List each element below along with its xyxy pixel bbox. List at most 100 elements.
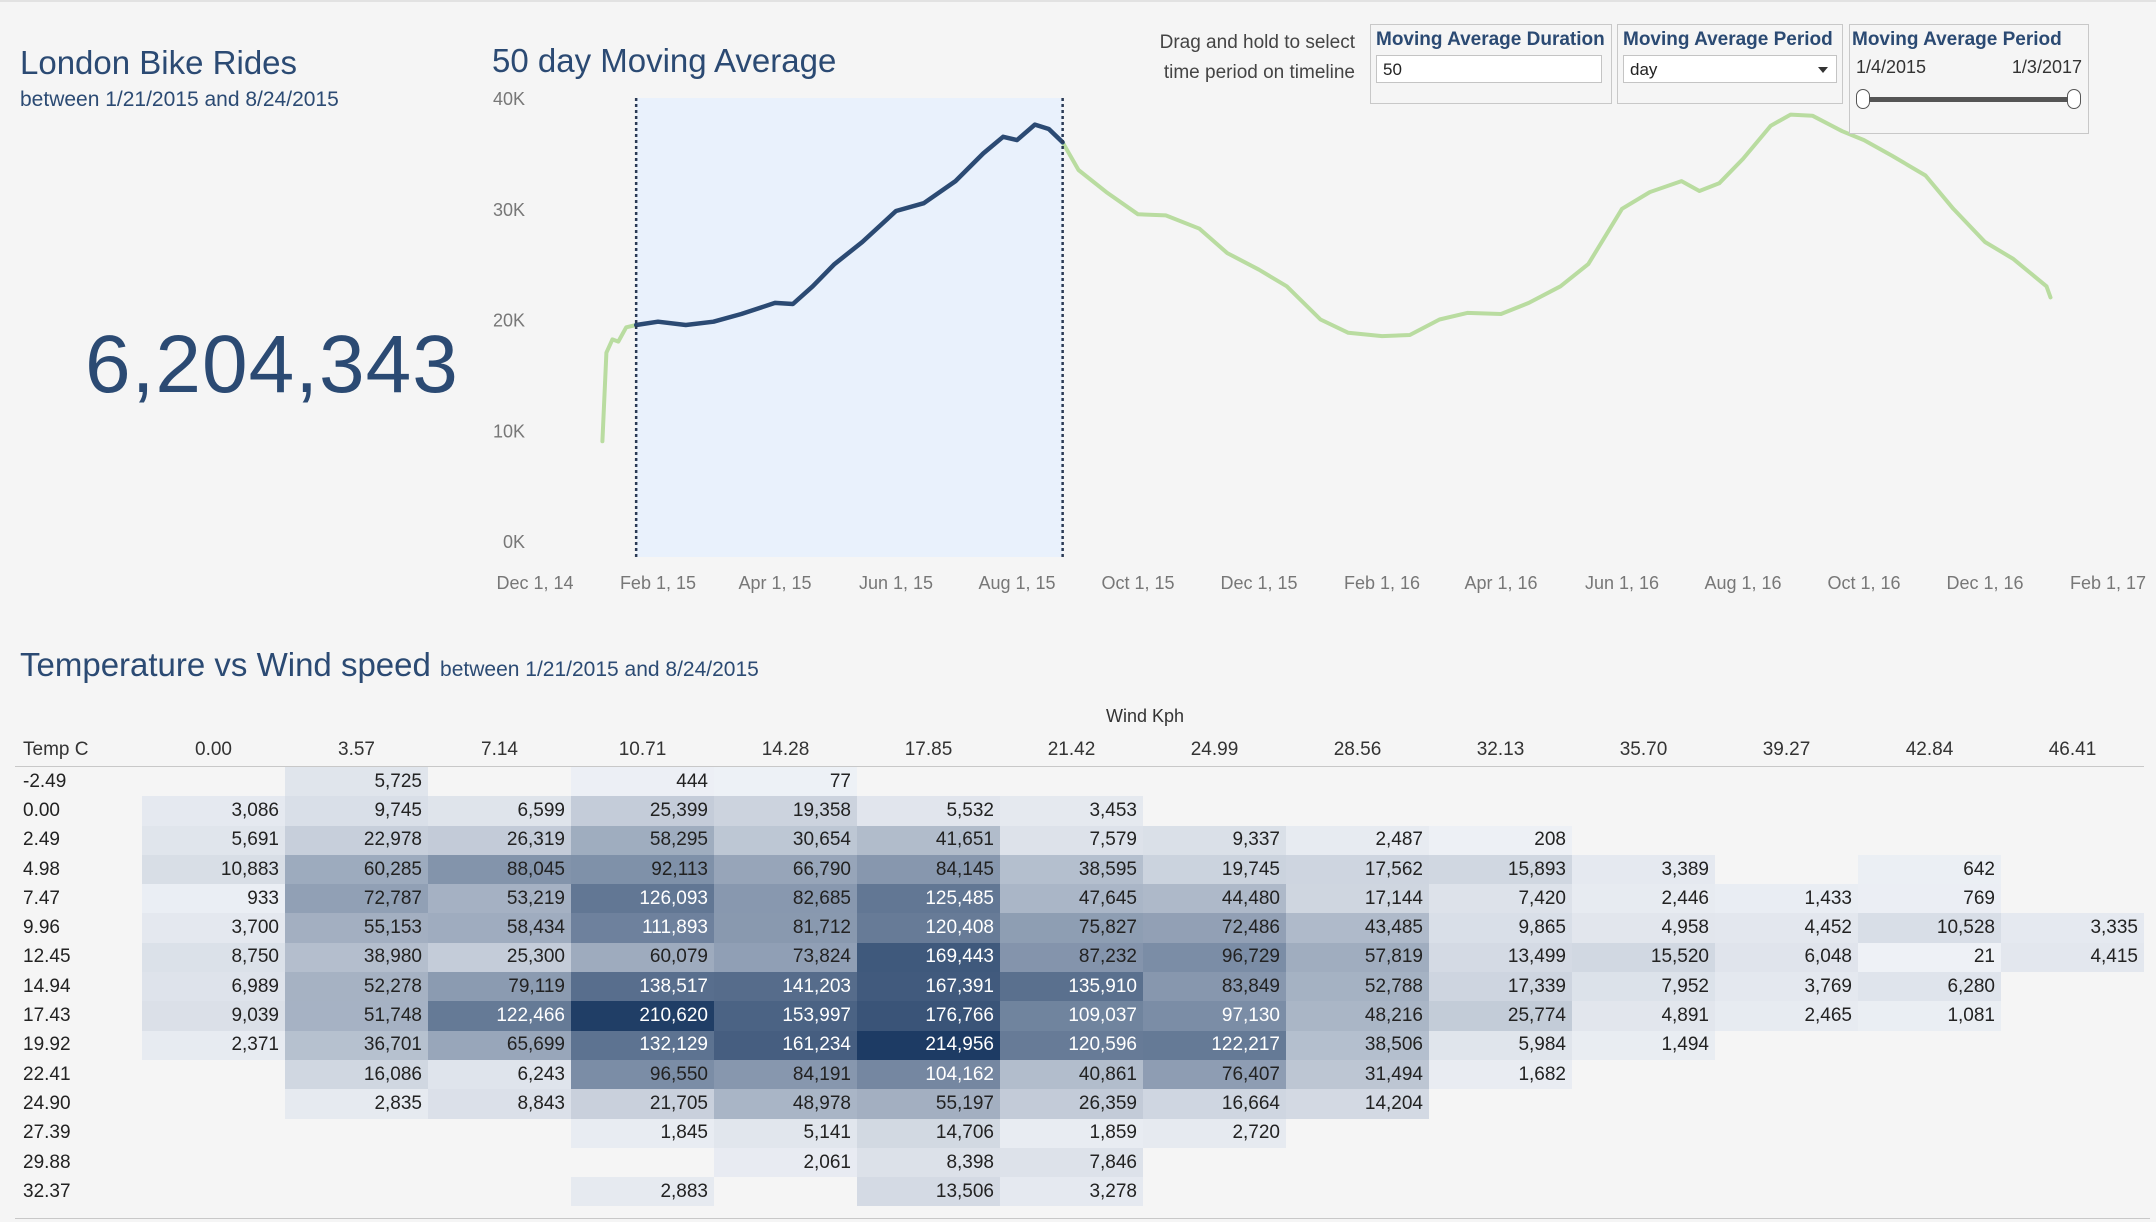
heatmap-cell[interactable]: 31,494 (1286, 1060, 1429, 1089)
heatmap-cell[interactable]: 132,129 (571, 1031, 714, 1060)
heatmap-cell[interactable]: 38,506 (1286, 1031, 1429, 1060)
heatmap-cell[interactable]: 6,599 (428, 796, 571, 825)
heatmap-cell[interactable]: 3,700 (142, 913, 285, 942)
heatmap-cell[interactable]: 122,217 (1143, 1031, 1286, 1060)
heatmap-cell[interactable]: 14,204 (1286, 1089, 1429, 1118)
heatmap-cell[interactable]: 4,415 (2001, 943, 2144, 972)
heatmap-cell[interactable]: 444 (571, 767, 714, 797)
heatmap-cell[interactable]: 6,243 (428, 1060, 571, 1089)
heatmap-cell[interactable]: 6,048 (1715, 943, 1858, 972)
heatmap-cell[interactable]: 43,485 (1286, 913, 1429, 942)
heatmap-cell[interactable]: 60,285 (285, 855, 428, 884)
heatmap-cell[interactable]: 52,278 (285, 972, 428, 1001)
heatmap-cell[interactable]: 36,701 (285, 1031, 428, 1060)
heatmap-cell[interactable]: 4,958 (1572, 913, 1715, 942)
heatmap-cell[interactable]: 6,280 (1858, 972, 2001, 1001)
heatmap-cell[interactable]: 138,517 (571, 972, 714, 1001)
heatmap-cell[interactable]: 642 (1858, 855, 2001, 884)
heatmap-cell[interactable]: 17,562 (1286, 855, 1429, 884)
heatmap-cell[interactable]: 97,130 (1143, 1001, 1286, 1030)
heatmap-cell[interactable]: 25,300 (428, 943, 571, 972)
heatmap-cell[interactable]: 40,861 (1000, 1060, 1143, 1089)
heatmap-cell[interactable]: 51,748 (285, 1001, 428, 1030)
heatmap-cell[interactable]: 84,145 (857, 855, 1000, 884)
heatmap-cell[interactable]: 120,408 (857, 913, 1000, 942)
heatmap-cell[interactable]: 92,113 (571, 855, 714, 884)
period-dropdown[interactable]: day (1623, 55, 1837, 83)
heatmap-cell[interactable]: 66,790 (714, 855, 857, 884)
heatmap-cell[interactable]: 13,506 (857, 1177, 1000, 1206)
heatmap-cell[interactable]: 9,337 (1143, 826, 1286, 855)
heatmap-cell[interactable]: 2,835 (285, 1089, 428, 1118)
heatmap-cell[interactable]: 10,528 (1858, 913, 2001, 942)
heatmap-cell[interactable]: 15,520 (1572, 943, 1715, 972)
heatmap-cell[interactable]: 81,712 (714, 913, 857, 942)
heatmap-cell[interactable]: 72,486 (1143, 913, 1286, 942)
heatmap-cell[interactable]: 153,997 (714, 1001, 857, 1030)
heatmap-cell[interactable]: 87,232 (1000, 943, 1143, 972)
heatmap-cell[interactable]: 22,978 (285, 826, 428, 855)
heatmap-cell[interactable]: 13,499 (1429, 943, 1572, 972)
heatmap-cell[interactable]: 57,819 (1286, 943, 1429, 972)
heatmap-cell[interactable]: 21,705 (571, 1089, 714, 1118)
heatmap-cell[interactable]: 16,664 (1143, 1089, 1286, 1118)
heatmap-cell[interactable]: 76,407 (1143, 1060, 1286, 1089)
heatmap-cell[interactable]: 210,620 (571, 1001, 714, 1030)
heatmap-cell[interactable]: 8,398 (857, 1148, 1000, 1177)
heatmap-cell[interactable]: 83,849 (1143, 972, 1286, 1001)
heatmap-cell[interactable]: 25,774 (1429, 1001, 1572, 1030)
heatmap-cell[interactable]: 2,465 (1715, 1001, 1858, 1030)
heatmap-cell[interactable]: 5,532 (857, 796, 1000, 825)
heatmap-cell[interactable]: 21 (1858, 943, 2001, 972)
heatmap-cell[interactable]: 3,086 (142, 796, 285, 825)
heatmap-cell[interactable]: 3,389 (1572, 855, 1715, 884)
heatmap-cell[interactable]: 72,787 (285, 884, 428, 913)
heatmap-cell[interactable]: 3,278 (1000, 1177, 1143, 1206)
heatmap-cell[interactable]: 7,420 (1429, 884, 1572, 913)
heatmap-cell[interactable]: 176,766 (857, 1001, 1000, 1030)
heatmap-cell[interactable]: 5,691 (142, 826, 285, 855)
heatmap-cell[interactable]: 30,654 (714, 826, 857, 855)
heatmap-cell[interactable]: 96,550 (571, 1060, 714, 1089)
heatmap-cell[interactable]: 44,480 (1143, 884, 1286, 913)
heatmap-cell[interactable]: 14,706 (857, 1119, 1000, 1148)
heatmap-cell[interactable]: 38,595 (1000, 855, 1143, 884)
heatmap-cell[interactable]: 41,651 (857, 826, 1000, 855)
heatmap-cell[interactable]: 933 (142, 884, 285, 913)
heatmap-cell[interactable]: 58,434 (428, 913, 571, 942)
heatmap-cell[interactable]: 82,685 (714, 884, 857, 913)
heatmap-cell[interactable]: 214,956 (857, 1031, 1000, 1060)
heatmap-cell[interactable]: 16,086 (285, 1060, 428, 1089)
heatmap-cell[interactable]: 125,485 (857, 884, 1000, 913)
heatmap-cell[interactable]: 25,399 (571, 796, 714, 825)
heatmap-cell[interactable]: 77 (714, 767, 857, 797)
heatmap-cell[interactable]: 126,093 (571, 884, 714, 913)
heatmap-cell[interactable]: 1,081 (1858, 1001, 2001, 1030)
heatmap-cell[interactable]: 3,769 (1715, 972, 1858, 1001)
heatmap-cell[interactable]: 38,980 (285, 943, 428, 972)
heatmap-cell[interactable]: 19,358 (714, 796, 857, 825)
heatmap-cell[interactable]: 96,729 (1143, 943, 1286, 972)
heatmap-cell[interactable]: 7,846 (1000, 1148, 1143, 1177)
heatmap-cell[interactable]: 9,039 (142, 1001, 285, 1030)
heatmap-cell[interactable]: 65,699 (428, 1031, 571, 1060)
heatmap-cell[interactable]: 9,865 (1429, 913, 1572, 942)
heatmap-cell[interactable]: 2,487 (1286, 826, 1429, 855)
heatmap-cell[interactable]: 3,453 (1000, 796, 1143, 825)
heatmap-cell[interactable]: 79,119 (428, 972, 571, 1001)
heatmap-cell[interactable]: 161,234 (714, 1031, 857, 1060)
heatmap-cell[interactable]: 55,153 (285, 913, 428, 942)
heatmap-cell[interactable]: 17,339 (1429, 972, 1572, 1001)
heatmap-cell[interactable]: 122,466 (428, 1001, 571, 1030)
heatmap-cell[interactable]: 26,359 (1000, 1089, 1143, 1118)
heatmap-cell[interactable]: 8,843 (428, 1089, 571, 1118)
heatmap-cell[interactable]: 2,371 (142, 1031, 285, 1060)
heatmap-cell[interactable]: 2,883 (571, 1177, 714, 1206)
heatmap-cell[interactable]: 53,219 (428, 884, 571, 913)
heatmap-cell[interactable]: 48,216 (1286, 1001, 1429, 1030)
heatmap-cell[interactable]: 10,883 (142, 855, 285, 884)
heatmap-cell[interactable]: 73,824 (714, 943, 857, 972)
heatmap-cell[interactable]: 7,579 (1000, 826, 1143, 855)
heatmap-cell[interactable]: 60,079 (571, 943, 714, 972)
heatmap-cell[interactable]: 104,162 (857, 1060, 1000, 1089)
